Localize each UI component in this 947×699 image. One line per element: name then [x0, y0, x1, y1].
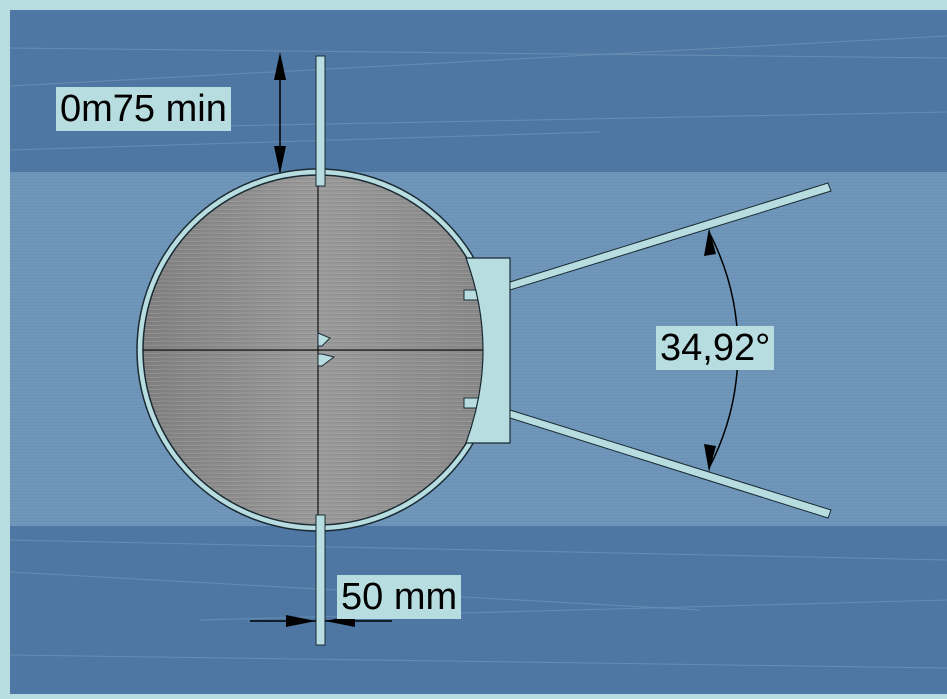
- post-top: [315, 55, 326, 187]
- min-clearance-label: 0m75 min: [56, 87, 231, 131]
- post-bottom: [315, 514, 326, 646]
- hub-tabs: [317, 289, 487, 409]
- clearance-dimension: [274, 52, 286, 174]
- lower-arm: [509, 409, 832, 519]
- bracket-plate: [465, 257, 511, 444]
- upper-arm: [509, 182, 832, 291]
- opening-angle-label: 34,92°: [656, 326, 775, 370]
- post-width-label: 50 mm: [337, 575, 462, 619]
